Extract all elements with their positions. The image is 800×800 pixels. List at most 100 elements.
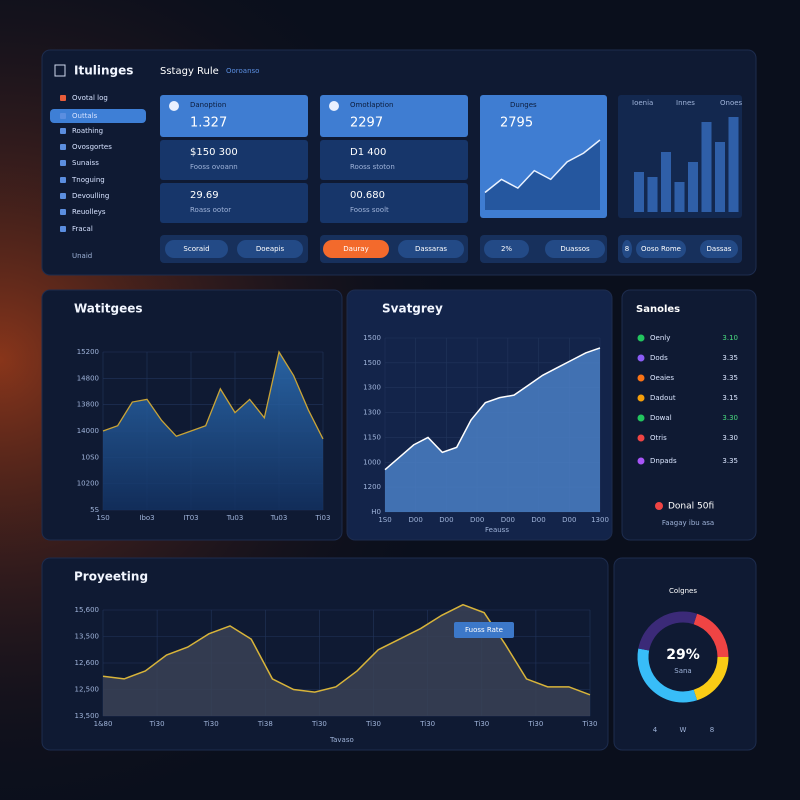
y-tick-label: 15,600 xyxy=(75,606,100,614)
panel-sources xyxy=(621,289,757,541)
nav-footer[interactable]: Unaid xyxy=(72,252,92,260)
donut-title: Colgnes xyxy=(669,587,697,595)
donut-sub: Sana xyxy=(674,667,691,675)
button[interactable] xyxy=(622,240,632,258)
donut-label: 8 xyxy=(710,726,714,734)
button[interactable] xyxy=(636,240,686,258)
bar-label: Ioenia xyxy=(632,99,653,107)
y-tick-label: 10S0 xyxy=(81,453,99,461)
y-tick-label: 1500 xyxy=(363,334,381,342)
row-value: $150 300 xyxy=(190,147,238,158)
button[interactable] xyxy=(545,240,605,258)
button[interactable] xyxy=(237,240,303,258)
x-tick-label: Ti30 xyxy=(365,720,381,728)
card-title: Danoption xyxy=(190,101,226,109)
button[interactable] xyxy=(398,240,464,258)
button-label[interactable]: Dassas xyxy=(707,245,732,253)
nav-item[interactable]: Reuolleys xyxy=(72,208,106,216)
x-tick-label: D00 xyxy=(562,516,576,524)
button-label[interactable]: Dauray xyxy=(343,245,368,253)
nav-item[interactable]: Fracal xyxy=(72,225,93,233)
x-tick-label: IT03 xyxy=(183,514,198,522)
nav-icon xyxy=(60,95,66,101)
legend-dot xyxy=(637,374,645,382)
nav-item[interactable]: Ovosgortes xyxy=(72,143,112,151)
nav-icon xyxy=(60,177,66,183)
button[interactable] xyxy=(323,240,389,258)
nav-item[interactable]: Roathing xyxy=(72,127,103,135)
nav-icon xyxy=(60,160,66,166)
nav-icon xyxy=(60,144,66,150)
card-title: Omotlaption xyxy=(350,101,393,109)
panel-donut xyxy=(613,557,757,751)
footer-dot xyxy=(655,502,663,510)
panel-title: Sanoles xyxy=(636,304,680,315)
line xyxy=(102,350,324,440)
y-tick-label: 10200 xyxy=(77,480,99,488)
x-tick-label: D00 xyxy=(531,516,545,524)
nav-item[interactable]: Tnoguing xyxy=(71,176,105,184)
x-tick-label: 1&80 xyxy=(94,720,113,728)
nav-item[interactable]: Outtals xyxy=(72,112,98,120)
nav-icon xyxy=(60,193,66,199)
button[interactable] xyxy=(165,240,228,258)
x-tick-label: Ti30 xyxy=(419,720,435,728)
bar xyxy=(701,122,712,212)
legend-dot xyxy=(637,434,645,442)
y-tick-label: 12,600 xyxy=(75,659,100,667)
button[interactable] xyxy=(700,240,738,258)
card-title: Dunges xyxy=(510,101,537,109)
bar xyxy=(688,162,698,212)
x-tick-label: D00 xyxy=(501,516,515,524)
source-name: Dnpads xyxy=(650,457,677,465)
bar xyxy=(674,182,685,212)
button-label[interactable]: Duassos xyxy=(560,245,590,253)
legend-dot xyxy=(637,414,645,422)
sources-note: Faagay ibu asa xyxy=(662,519,714,527)
x-tick-label: 1300 xyxy=(591,516,609,524)
button-label[interactable]: 8 xyxy=(625,245,629,253)
source-value: 3.10 xyxy=(722,334,738,342)
x-tick-label: D00 xyxy=(470,516,484,524)
y-tick-label: 5S xyxy=(90,506,99,514)
row-value: 29.69 xyxy=(190,190,219,201)
donut-label: 4 xyxy=(653,726,658,734)
nav-icon xyxy=(60,113,66,119)
header-subtitle: Ooroanso xyxy=(226,67,259,75)
donut-label: W xyxy=(680,726,687,734)
button-label[interactable]: Scoraid xyxy=(183,245,209,253)
x-tick-label: Ti30 xyxy=(311,720,327,728)
nav-item[interactable]: Devoulling xyxy=(72,192,109,200)
nav-item[interactable]: Sunaiss xyxy=(72,159,99,167)
panel-title: Svatgrey xyxy=(382,302,443,316)
sources-footer: Donal 50fi xyxy=(668,502,714,512)
nav-item[interactable]: Ovotal log xyxy=(72,94,108,102)
nav-icon xyxy=(60,128,66,134)
line xyxy=(102,603,591,696)
legend-dot xyxy=(637,354,645,362)
x-tick-label: Ti38 xyxy=(257,720,273,728)
button-label[interactable]: 2% xyxy=(501,245,512,253)
app-icon xyxy=(54,64,66,77)
x-tick-label: Ti30 xyxy=(473,720,489,728)
mini-line xyxy=(484,139,601,194)
button-label[interactable]: Doeapis xyxy=(256,245,285,253)
y-tick-label: 13,500 xyxy=(75,633,100,641)
nav-icon xyxy=(60,226,66,232)
source-name: Oenly xyxy=(650,334,670,342)
donut-segment xyxy=(693,613,729,658)
row-label: Roass ootor xyxy=(190,206,231,214)
legend-dot xyxy=(637,394,645,402)
x-tick-label: Ti30 xyxy=(527,720,543,728)
button-label[interactable]: Dassaras xyxy=(415,245,447,253)
source-name: Dods xyxy=(650,354,668,362)
button-label[interactable]: Ooso Rome xyxy=(641,245,681,253)
button[interactable] xyxy=(484,240,529,258)
y-tick-label: 1300 xyxy=(363,409,381,417)
source-value: 3.35 xyxy=(722,374,738,382)
y-tick-label: 14000 xyxy=(77,427,99,435)
source-value: 3.35 xyxy=(722,457,738,465)
card-value: 2795 xyxy=(500,116,533,131)
row-label: Rooss stoton xyxy=(350,163,395,171)
nav-active xyxy=(50,109,146,123)
